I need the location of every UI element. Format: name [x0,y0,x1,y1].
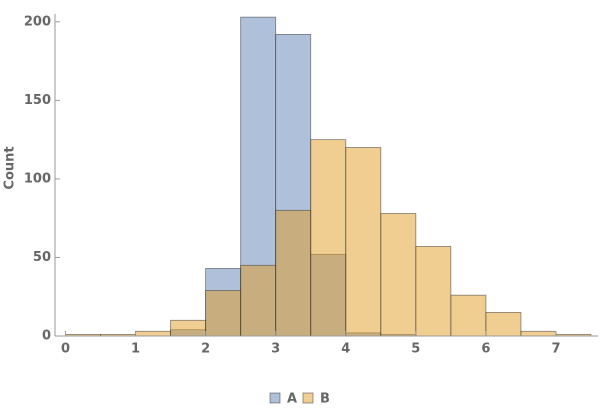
bar [310,139,347,337]
bar [450,294,487,337]
y-tick-label: 0 [42,329,51,344]
legend-swatch [302,392,314,404]
legend-label: B [320,392,330,407]
x-tick-label: 6 [481,342,490,357]
x-tick-label: 4 [341,342,350,357]
bar [380,213,417,337]
y-tick-label: 150 [24,93,51,108]
bar [170,319,207,337]
y-tick-label: 200 [24,14,51,29]
bar [415,246,452,337]
bar [275,209,312,337]
bar [485,312,522,337]
bar [240,264,277,337]
y-axis-label: Count [3,146,18,189]
x-tick-label: 3 [271,342,280,357]
y-tick-label: 50 [33,250,51,265]
bar [135,330,172,337]
x-tick-label: 0 [61,342,70,357]
y-tick-label: 100 [24,171,51,186]
x-tick-label: 2 [201,342,210,357]
bar [345,147,382,337]
bar [205,290,242,337]
legend-swatch [269,392,281,404]
x-tick-label: 7 [551,342,560,357]
legend-label: A [287,392,297,407]
x-tick-label: 5 [411,342,420,357]
bar [520,330,557,337]
x-tick-label: 1 [131,342,140,357]
